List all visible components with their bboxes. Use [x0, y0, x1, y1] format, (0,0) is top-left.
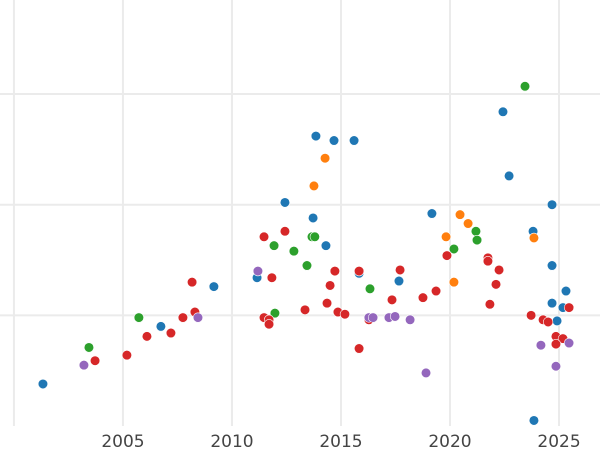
- data-point-red: [121, 350, 132, 361]
- data-point-red: [279, 226, 291, 237]
- data-point-purple: [563, 337, 575, 349]
- data-point-purple: [535, 340, 547, 351]
- x-tick-label: 2010: [210, 432, 253, 450]
- data-point-red: [258, 231, 270, 242]
- data-point-green: [448, 243, 460, 255]
- data-point-red: [526, 310, 537, 321]
- data-point-red: [329, 265, 340, 277]
- data-point-orange: [308, 180, 320, 191]
- x-tick-label: 2020: [428, 432, 471, 450]
- data-point-red: [186, 277, 198, 288]
- data-point-purple: [389, 311, 401, 322]
- data-point-blue: [497, 106, 509, 117]
- data-point-green: [269, 308, 281, 319]
- data-point-red: [89, 355, 101, 366]
- data-point-orange: [440, 231, 452, 242]
- data-point-red: [417, 292, 429, 303]
- data-point-red: [266, 272, 277, 283]
- data-point-green: [471, 235, 483, 246]
- data-point-red: [165, 327, 177, 339]
- data-point-purple: [252, 265, 264, 277]
- data-point-blue: [208, 281, 219, 292]
- data-point-red: [353, 343, 365, 354]
- data-point-blue: [546, 260, 558, 271]
- data-point-red: [490, 279, 502, 290]
- data-point-red: [339, 309, 351, 320]
- data-point-red: [430, 285, 442, 297]
- data-point-purple: [405, 314, 416, 325]
- data-point-purple: [420, 367, 432, 378]
- x-tick-label: 2005: [101, 432, 144, 450]
- data-point-red: [141, 331, 153, 342]
- data-point-red: [493, 264, 505, 276]
- data-point-red: [543, 316, 554, 328]
- data-point-purple: [192, 312, 204, 323]
- data-point-blue: [426, 208, 438, 219]
- x-tick-labels: 2005 2010 2015 2020 2025: [101, 432, 580, 450]
- data-point-red: [394, 264, 406, 276]
- data-point-blue: [546, 298, 558, 309]
- data-point-blue: [393, 275, 405, 287]
- x-tick-label: 2025: [537, 432, 580, 450]
- data-point-green: [364, 283, 376, 294]
- data-point-green: [133, 312, 144, 323]
- data-point-blue: [348, 135, 360, 146]
- data-point-red: [563, 302, 575, 313]
- x-tick-label: 2015: [319, 432, 362, 450]
- data-point-green: [268, 240, 280, 251]
- data-point-blue: [528, 415, 540, 426]
- data-point-blue: [503, 170, 515, 182]
- data-point-red: [263, 319, 275, 330]
- data-point-blue: [310, 130, 322, 142]
- data-point-orange: [454, 209, 466, 220]
- data-point-orange: [448, 277, 460, 288]
- data-point-blue: [320, 240, 332, 251]
- data-point-purple: [367, 312, 379, 323]
- data-point-blue: [560, 285, 572, 297]
- data-point-green: [301, 260, 313, 271]
- data-point-red: [386, 294, 398, 305]
- data-point-blue: [546, 199, 558, 210]
- data-points: [37, 81, 575, 426]
- data-point-red: [484, 299, 495, 310]
- data-point-purple: [78, 360, 90, 371]
- data-point-blue: [307, 212, 319, 224]
- data-point-red: [299, 304, 311, 315]
- data-point-purple: [550, 361, 562, 372]
- data-point-red: [321, 298, 333, 309]
- data-point-blue: [551, 315, 563, 326]
- data-point-green: [519, 81, 531, 92]
- data-point-red: [177, 312, 189, 323]
- data-point-green: [288, 246, 299, 257]
- data-point-green: [470, 226, 482, 237]
- data-point-green: [83, 342, 95, 353]
- gridlines: [0, 0, 600, 426]
- data-point-orange: [319, 153, 331, 164]
- data-point-red: [550, 339, 562, 350]
- data-point-green: [309, 231, 320, 242]
- data-point-red: [324, 280, 336, 291]
- data-point-blue: [155, 321, 167, 332]
- data-point-blue: [328, 135, 340, 146]
- data-point-orange: [462, 218, 474, 229]
- data-point-red: [441, 250, 453, 261]
- data-point-blue: [279, 197, 291, 208]
- data-point-red: [353, 265, 365, 277]
- data-point-blue: [37, 378, 49, 390]
- data-point-red: [482, 256, 494, 267]
- data-point-orange: [528, 232, 540, 243]
